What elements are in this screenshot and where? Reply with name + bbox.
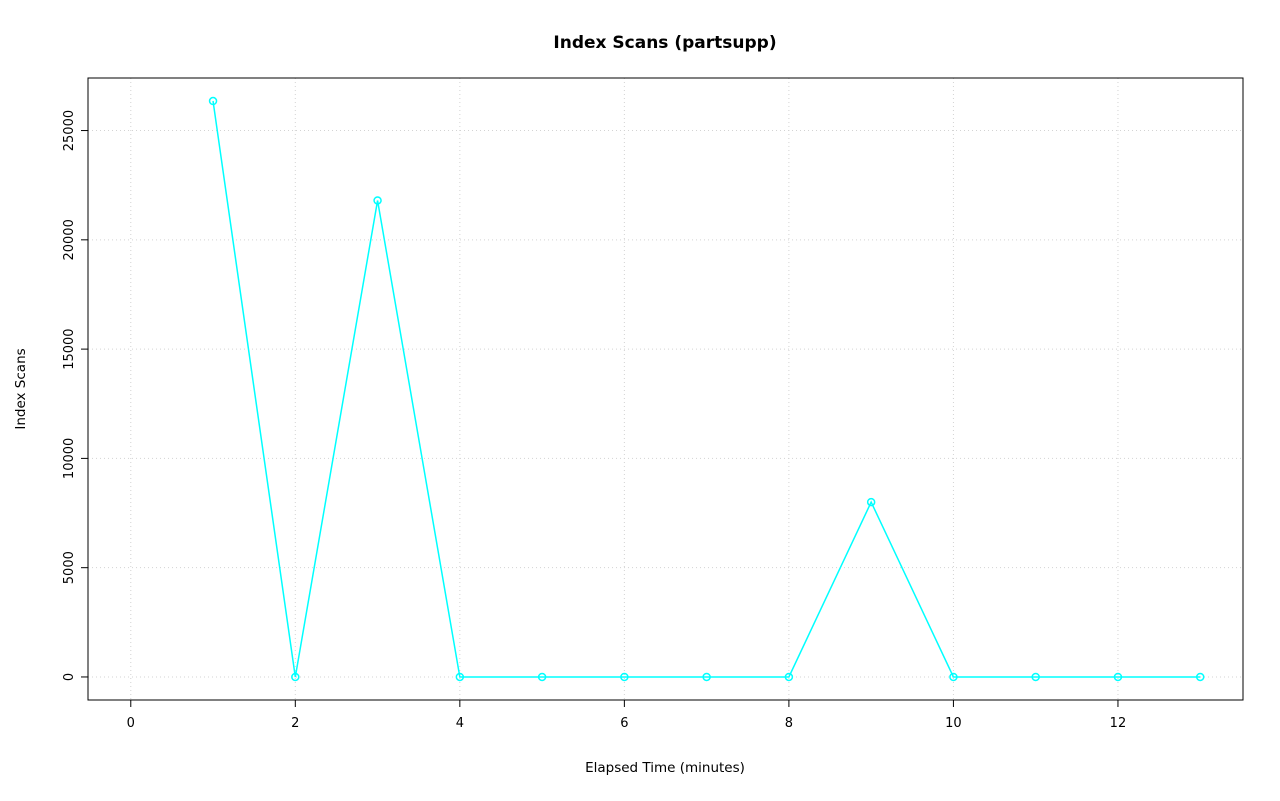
- chart-title: Index Scans (partsupp): [553, 33, 776, 53]
- data-point-marker: [455, 672, 465, 682]
- data-point-marker: [373, 196, 382, 205]
- gridlines: [88, 78, 1243, 700]
- data-point-marker: [620, 672, 629, 682]
- data-point-marker: [784, 672, 794, 682]
- x-tick-label: 2: [291, 716, 299, 731]
- y-tick-label: 20000: [62, 219, 77, 260]
- data-point-marker: [1113, 672, 1123, 682]
- x-tick-label: 0: [127, 716, 135, 731]
- data-series: [208, 96, 1205, 682]
- data-point-marker: [537, 672, 547, 682]
- y-tick-label: 10000: [62, 438, 77, 479]
- data-point-marker: [949, 672, 958, 682]
- x-tick-label: 12: [1110, 716, 1127, 731]
- axes: 0 2 4 6 8 10 12 0 5000 10000 15000 20000 25000: [62, 77, 1244, 731]
- y-tick-label: 5000: [62, 551, 77, 584]
- data-point-marker: [1031, 672, 1040, 682]
- data-point-marker: [1195, 672, 1205, 682]
- y-tick-label: 25000: [62, 110, 77, 151]
- x-axis-label: Elapsed Time (minutes): [585, 760, 745, 776]
- plot-box: [87, 77, 1244, 701]
- x-tick-label: 6: [620, 716, 628, 731]
- data-point-marker: [291, 672, 300, 682]
- y-axis-label: Index Scans: [13, 348, 29, 429]
- data-point-marker: [866, 497, 876, 507]
- x-tick-label: 10: [945, 716, 962, 731]
- x-tick-label: 8: [785, 716, 793, 731]
- x-tick-label: 4: [456, 716, 464, 731]
- y-tick-label: 15000: [62, 328, 77, 369]
- data-point-marker: [702, 672, 711, 682]
- y-tick-label: 0: [62, 673, 77, 681]
- data-point-marker: [208, 96, 218, 106]
- series-line: [212, 100, 1201, 678]
